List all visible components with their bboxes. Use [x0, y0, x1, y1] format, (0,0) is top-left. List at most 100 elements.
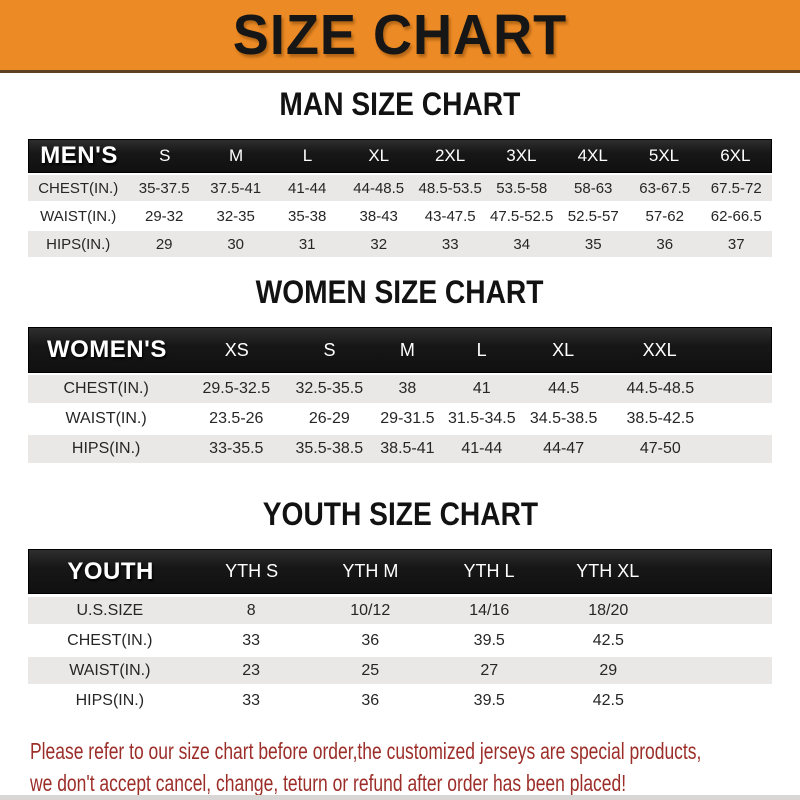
row-label: WAIST(IN.) — [40, 207, 117, 225]
size-cell: 33 — [242, 691, 261, 709]
banner-title: SIZE CHART — [232, 3, 568, 67]
size-cell: 31 — [298, 235, 316, 253]
women-col-header: XL — [552, 339, 575, 360]
size-cell: 53.5-58 — [496, 179, 548, 197]
size-cell: 8 — [246, 601, 256, 619]
size-cell: 33 — [242, 631, 261, 649]
men-col-header: 6XL — [720, 146, 751, 165]
size-cell: 29-32 — [145, 207, 184, 225]
women-table-header: WOMEN'S XS S M L XL XXL — [28, 327, 772, 373]
size-cell: 33 — [441, 235, 459, 253]
size-cell: 36 — [361, 631, 380, 649]
youth-section-title: YOUTH SIZE CHART — [0, 496, 800, 532]
men-col-header: 2XL — [434, 146, 466, 165]
size-cell: 44-48.5 — [353, 179, 405, 197]
size-cell: 33-35.5 — [209, 440, 264, 457]
row-label: HIPS(IN.) — [71, 440, 141, 457]
size-cell: 23.5-26 — [209, 410, 264, 427]
row-label: U.S.SIZE — [76, 601, 144, 619]
size-cell: 43-47.5 — [424, 207, 476, 225]
women-col-header: XXL — [642, 339, 677, 360]
size-cell: 57-62 — [645, 207, 684, 225]
youth-section: YOUTH SIZE CHART YOUTH YTH S YTH M YTH L… — [0, 496, 800, 714]
footer-note-line1: Please refer to our size chart before or… — [30, 738, 702, 764]
youth-col-header: YTH XL — [576, 561, 640, 581]
row-label: HIPS(IN.) — [46, 235, 111, 253]
size-cell: 34 — [513, 235, 531, 253]
size-cell: 36 — [656, 235, 674, 253]
size-cell: 47.5-52.5 — [490, 207, 554, 225]
women-section-title: WOMEN SIZE CHART — [0, 274, 800, 310]
youth-size-table: YOUTH YTH S YTH M YTH L YTH XL U.S.SIZE … — [28, 549, 772, 714]
size-cell: 14/16 — [469, 601, 510, 619]
women-section-title-text: WOMEN SIZE CHART — [256, 274, 544, 310]
women-row-hips: HIPS(IN.) 33-35.5 35.5-38.5 38.5-41 41-4… — [28, 435, 772, 463]
size-cell: 26-29 — [308, 410, 350, 427]
size-cell: 10/12 — [350, 601, 391, 619]
size-cell: 42.5 — [592, 631, 624, 649]
size-cell: 32 — [370, 235, 388, 253]
size-cell: 39.5 — [473, 691, 505, 709]
size-cell: 63-67.5 — [639, 179, 691, 197]
men-col-header: M — [229, 146, 244, 165]
youth-corner-label: YOUTH — [67, 557, 154, 585]
footer-note: Please refer to our size chart before or… — [30, 735, 800, 799]
size-cell: 41-44 — [461, 440, 503, 457]
men-col-header: 5XL — [648, 146, 680, 165]
youth-row-chest: CHEST(IN.) 33 36 39.5 42.5 — [28, 627, 772, 654]
size-cell: 25 — [361, 661, 380, 679]
size-cell: 35-37.5 — [138, 179, 190, 197]
men-corner-label: MEN'S — [40, 142, 118, 169]
men-row-waist: WAIST(IN.) 29-32 32-35 35-38 38-43 43-47… — [28, 203, 772, 229]
men-col-header: L — [302, 146, 313, 165]
women-col-header: L — [476, 339, 487, 360]
footer-note-line2: we don't accept cancel, change, teturn o… — [30, 770, 627, 796]
men-section-title: MAN SIZE CHART — [0, 86, 800, 122]
men-section: MAN SIZE CHART MEN'S S M L XL 2XL 3XL 4X… — [0, 86, 800, 257]
size-cell: 31.5-34.5 — [448, 410, 516, 427]
bottom-strip — [0, 795, 800, 800]
youth-table-header: YOUTH YTH S YTH M YTH L YTH XL — [28, 549, 772, 594]
size-cell: 32-35 — [216, 207, 255, 225]
size-cell: 38.5-41 — [380, 440, 435, 457]
size-cell: 38-43 — [359, 207, 398, 225]
size-cell: 44.5-48.5 — [626, 380, 695, 397]
size-cell: 30 — [227, 235, 245, 253]
men-size-table: MEN'S S M L XL 2XL 3XL 4XL 5XL 6XL CHEST… — [28, 139, 772, 257]
size-cell: 29 — [155, 235, 173, 253]
youth-row-ussize: U.S.SIZE 8 10/12 14/16 18/20 — [28, 597, 772, 624]
youth-row-hips: HIPS(IN.) 33 36 39.5 42.5 — [28, 687, 772, 714]
size-cell: 41 — [472, 380, 491, 397]
row-label: HIPS(IN.) — [75, 691, 145, 709]
youth-col-header: YTH S — [225, 561, 279, 581]
men-col-header: S — [159, 146, 171, 165]
size-cell: 27 — [480, 661, 499, 679]
row-label: CHEST(IN.) — [67, 631, 153, 649]
size-cell: 37 — [727, 235, 745, 253]
size-cell: 29 — [599, 661, 618, 679]
women-col-header: M — [399, 339, 415, 360]
men-row-chest: CHEST(IN.) 35-37.5 37.5-41 41-44 44-48.5… — [28, 175, 772, 201]
men-col-header: 3XL — [506, 146, 537, 165]
men-row-hips: HIPS(IN.) 29 30 31 32 33 34 35 36 37 — [28, 231, 772, 257]
row-label: WAIST(IN.) — [69, 661, 151, 679]
size-cell: 35 — [584, 235, 602, 253]
youth-section-title-text: YOUTH SIZE CHART — [262, 496, 538, 532]
size-cell: 37.5-41 — [210, 179, 262, 197]
women-row-waist: WAIST(IN.) 23.5-26 26-29 29-31.5 31.5-34… — [28, 405, 772, 433]
size-cell: 39.5 — [473, 631, 505, 649]
size-chart-banner: SIZE CHART — [0, 0, 800, 73]
size-cell: 41-44 — [288, 179, 327, 197]
row-label: CHEST(IN.) — [63, 380, 149, 397]
size-cell: 23 — [242, 661, 261, 679]
size-cell: 62-66.5 — [710, 207, 762, 225]
men-section-title-text: MAN SIZE CHART — [279, 86, 521, 122]
size-cell: 38.5-42.5 — [626, 410, 695, 427]
men-table-header: MEN'S S M L XL 2XL 3XL 4XL 5XL 6XL — [28, 139, 772, 173]
size-cell: 44.5 — [548, 380, 580, 397]
size-cell: 29-31.5 — [380, 410, 435, 427]
women-section: WOMEN SIZE CHART WOMEN'S XS S M L XL XXL… — [0, 274, 800, 463]
size-cell: 38 — [398, 380, 417, 397]
women-col-header: XS — [224, 339, 249, 360]
youth-col-header: YTH M — [342, 561, 399, 581]
